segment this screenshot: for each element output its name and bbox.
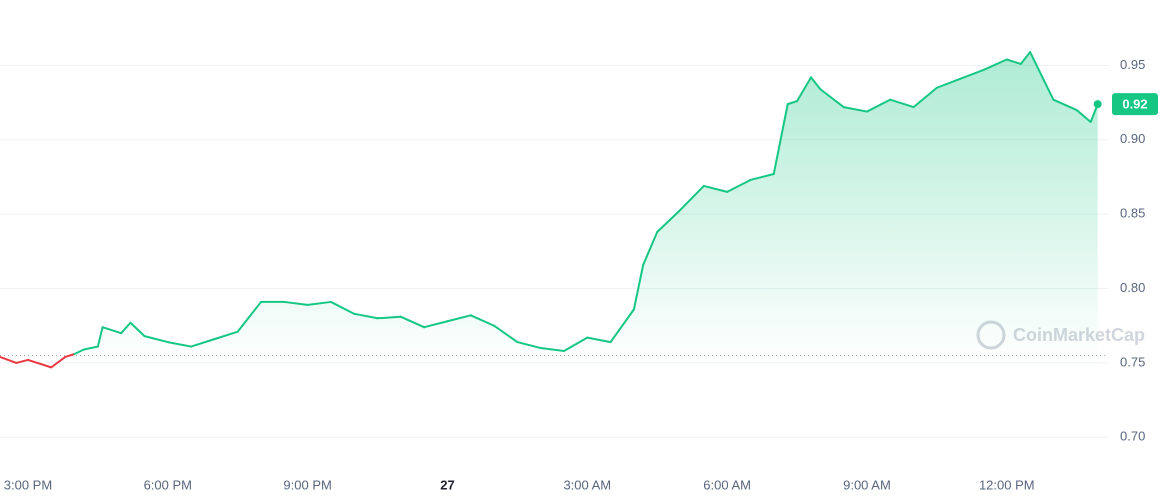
price-segment [73, 348, 85, 355]
price-segment [982, 58, 1008, 71]
y-tick-label: 0.90 [1120, 131, 1145, 146]
price-segment [865, 98, 892, 113]
x-tick-label: 9:00 AM [843, 477, 891, 492]
price-segment [642, 231, 659, 266]
price-segment [786, 100, 799, 106]
price-segment [726, 178, 752, 193]
price-segment [376, 315, 402, 320]
price-segment [329, 300, 356, 315]
price-segment [190, 338, 216, 348]
price-segment [1005, 58, 1022, 65]
last-value-badge [1112, 93, 1158, 116]
price-segment [166, 341, 193, 348]
price-segment [539, 347, 565, 353]
price-segment [842, 106, 868, 113]
price-segment [143, 335, 169, 344]
price-segment [120, 321, 132, 335]
x-tick-label: 27 [440, 477, 454, 492]
price-segment [889, 98, 915, 109]
price-segment [26, 358, 53, 369]
y-tick-label: 0.70 [1120, 429, 1145, 444]
y-tick-label: 0.75 [1120, 354, 1145, 369]
price-segment [129, 321, 146, 338]
last-point [1093, 100, 1102, 109]
price-segment [679, 184, 705, 211]
price-segment [772, 103, 789, 176]
price-segment [516, 341, 542, 350]
price-segment [101, 326, 123, 335]
price-segment [819, 88, 845, 109]
price-segment [236, 300, 263, 333]
price-segment [96, 326, 104, 348]
x-tick-label: 6:00 AM [703, 477, 751, 492]
price-segment [353, 312, 379, 320]
price-segment [632, 263, 645, 311]
price-segment [469, 314, 496, 327]
price-area [0, 52, 1098, 471]
x-tick-label: 6:00 PM [144, 477, 192, 492]
price-segment [446, 314, 472, 323]
price-segment [959, 68, 985, 80]
price-segment [586, 336, 612, 344]
price-segment [0, 355, 18, 364]
x-tick-label: 3:00 PM [4, 477, 52, 492]
price-segment [810, 76, 822, 91]
price-segment [912, 86, 938, 109]
price-segment [493, 324, 519, 344]
price-segment [399, 315, 426, 329]
price-segment [423, 320, 449, 329]
price-segment [935, 77, 962, 89]
x-tick-label: 12:00 PM [979, 477, 1035, 492]
price-segment [283, 300, 309, 306]
price-segment [213, 330, 239, 341]
price-segment [15, 358, 29, 364]
price-segment [1052, 98, 1078, 112]
y-tick-label: 0.95 [1120, 57, 1145, 72]
y-tick-label: 0.80 [1120, 280, 1145, 295]
price-segment [50, 355, 67, 369]
price-segment [1019, 51, 1032, 65]
price-segment [656, 208, 682, 234]
price-segment [64, 352, 76, 358]
price-segment [702, 184, 729, 193]
price-segment [562, 336, 589, 353]
last-value-label: 0.92 [1122, 97, 1147, 112]
y-tick-label: 0.85 [1120, 206, 1145, 221]
price-segment [306, 300, 332, 306]
x-tick-label: 9:00 PM [283, 477, 331, 492]
price-segment [796, 76, 813, 103]
price-segment [1029, 51, 1055, 101]
price-segment [749, 173, 775, 181]
price-segment [609, 308, 635, 344]
price-segment [82, 345, 99, 351]
price-segment [1075, 109, 1092, 123]
x-tick-label: 3:00 AM [563, 477, 611, 492]
